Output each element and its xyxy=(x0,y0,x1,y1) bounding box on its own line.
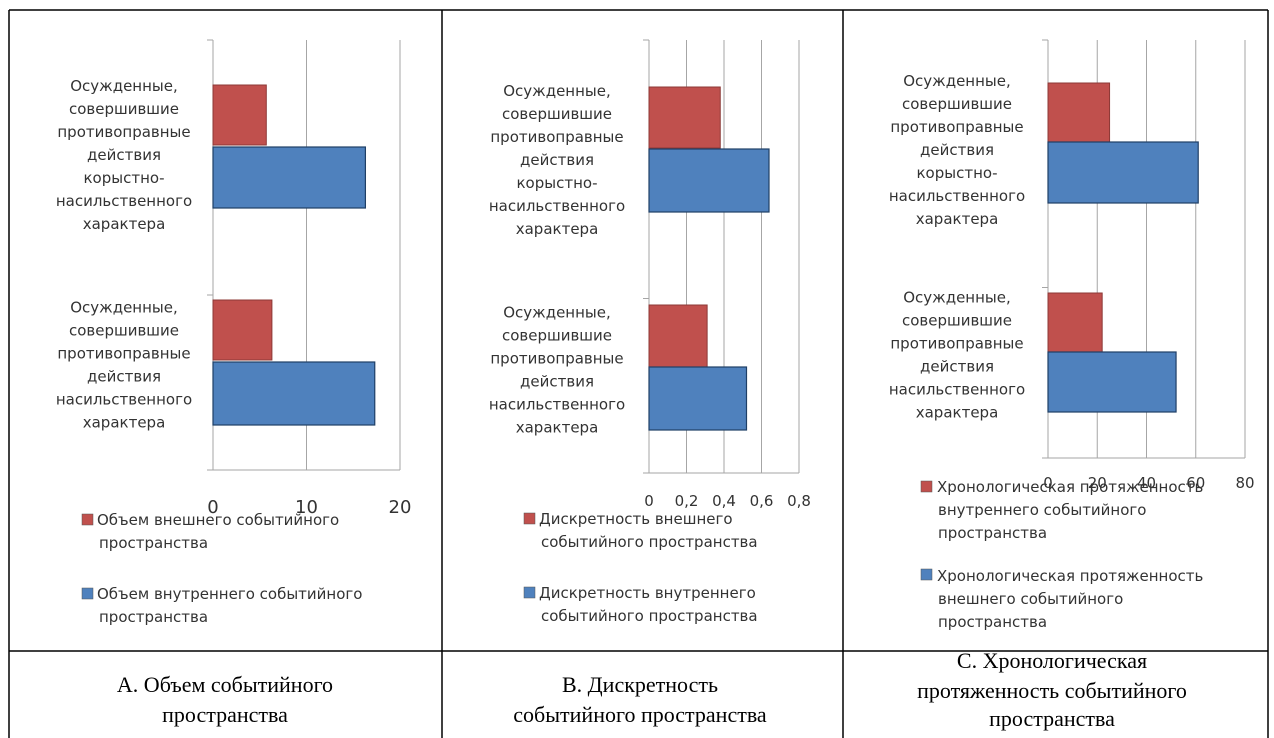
category-label: Осужденные, xyxy=(903,289,1011,307)
legend-label: пространства xyxy=(938,613,1047,631)
legend-swatch xyxy=(81,587,94,600)
category-label: характера xyxy=(916,404,999,422)
x-tick-label: 0 xyxy=(1043,474,1053,492)
legend-label: пространства xyxy=(938,524,1047,542)
bar-external xyxy=(1047,82,1111,143)
legend-label: Объем внешнего событийного xyxy=(97,511,339,529)
category-label: характера xyxy=(83,414,166,432)
bar-external xyxy=(648,86,721,149)
category-label: Осужденные, xyxy=(70,77,178,95)
category-label: насильственного xyxy=(889,381,1025,399)
bar-internal xyxy=(648,148,770,213)
category-label: противоправные xyxy=(890,335,1023,353)
category-label: характера xyxy=(83,215,166,233)
bar-external xyxy=(212,84,267,146)
category-label: корыстно- xyxy=(917,164,998,182)
category-label: Осужденные, xyxy=(70,299,178,317)
legend-label: Хронологическая протяженность xyxy=(937,478,1203,496)
bar-external xyxy=(648,304,708,368)
x-tick-label: 0,2 xyxy=(675,492,699,510)
x-tick-label: 80 xyxy=(1235,474,1254,492)
category-label: насильственного xyxy=(889,187,1025,205)
category-label: противоправные xyxy=(490,350,623,368)
category-label: совершившие xyxy=(69,100,179,118)
category-label: действия xyxy=(520,373,594,391)
panel-caption: пространства xyxy=(162,702,288,727)
x-tick-label: 40 xyxy=(1137,474,1156,492)
legend-label: внешнего событийного xyxy=(938,590,1123,608)
panel-caption: протяженность событийного xyxy=(917,678,1187,703)
bar-internal xyxy=(1047,351,1177,413)
bar-internal xyxy=(212,146,367,209)
panel-caption: В. Дискретность xyxy=(562,672,718,697)
category-label: противоправные xyxy=(57,123,190,141)
legend-swatch xyxy=(523,586,536,599)
x-tick-label: 10 xyxy=(295,497,318,518)
category-label: Осужденные, xyxy=(503,82,611,100)
legend-swatch xyxy=(523,512,536,525)
legend-label: внутреннего событийного xyxy=(938,501,1146,519)
x-tick-label: 60 xyxy=(1186,474,1205,492)
panel-caption: пространства xyxy=(989,706,1115,731)
category-label: действия xyxy=(87,368,161,386)
table-borders xyxy=(8,9,1269,738)
category-label: действия xyxy=(520,151,594,169)
panel-caption: С. Хронологическая xyxy=(957,648,1147,673)
category-label: совершившие xyxy=(502,327,612,345)
category-label: Осужденные, xyxy=(503,304,611,322)
category-label: характера xyxy=(916,210,999,228)
category-label: совершившие xyxy=(902,312,1012,330)
category-label: Осужденные, xyxy=(903,72,1011,90)
legend-label: пространства xyxy=(99,608,208,626)
category-label: насильственного xyxy=(489,197,625,215)
panel-chronology: 0 20 40 60 80 Осужденные, совершившие противопр… xyxy=(889,39,1255,731)
category-label: действия xyxy=(920,141,994,159)
bar-external xyxy=(1047,292,1103,353)
category-label: совершившие xyxy=(902,95,1012,113)
legend-label: Хронологическая протяженность xyxy=(937,567,1203,585)
category-label: корыстно- xyxy=(84,169,165,187)
legend-label: Дискретность внутреннего xyxy=(539,584,756,602)
category-label: насильственного xyxy=(56,192,192,210)
x-tick-label: 0 xyxy=(207,497,218,518)
category-label: характера xyxy=(516,220,599,238)
category-label: насильственного xyxy=(489,396,625,414)
bar-internal xyxy=(212,361,376,426)
panel-caption: событийного пространства xyxy=(513,702,767,727)
x-tick-label: 0,8 xyxy=(787,492,811,510)
category-label: противоправные xyxy=(57,345,190,363)
bar-internal xyxy=(648,366,748,431)
category-label: действия xyxy=(87,146,161,164)
legend-swatch xyxy=(920,480,933,493)
category-label: совершившие xyxy=(69,322,179,340)
legend-label: Объем внутреннего событийного xyxy=(97,585,362,603)
category-label: корыстно- xyxy=(517,174,598,192)
legend-label: событийного пространства xyxy=(541,607,758,625)
category-label: характера xyxy=(516,419,599,437)
x-tick-label: 0,6 xyxy=(750,492,774,510)
x-tick-label: 20 xyxy=(389,497,412,518)
x-tick-label: 0 xyxy=(644,492,654,510)
legend-label: событийного пространства xyxy=(541,533,758,551)
legend-swatch xyxy=(81,513,94,526)
category-label: противоправные xyxy=(490,128,623,146)
panel-volume: 0 10 20 Осужденные, совершившие противоправны… xyxy=(56,39,412,727)
x-tick-label: 20 xyxy=(1088,474,1107,492)
bar-external xyxy=(212,299,273,361)
bar-internal xyxy=(1047,141,1199,204)
category-label: насильственного xyxy=(56,391,192,409)
category-label: действия xyxy=(920,358,994,376)
category-label: противоправные xyxy=(890,118,1023,136)
legend-label: пространства xyxy=(99,534,208,552)
category-label: совершившие xyxy=(502,105,612,123)
panel-caption: А. Объем событийного xyxy=(117,672,333,697)
legend-swatch xyxy=(920,568,933,581)
x-tick-label: 0,4 xyxy=(712,492,736,510)
legend-label: Дискретность внешнего xyxy=(539,510,733,528)
panel-discreteness: 0 0,2 0,4 0,6 0,8 Осужденные, совершившие проти… xyxy=(489,39,811,727)
